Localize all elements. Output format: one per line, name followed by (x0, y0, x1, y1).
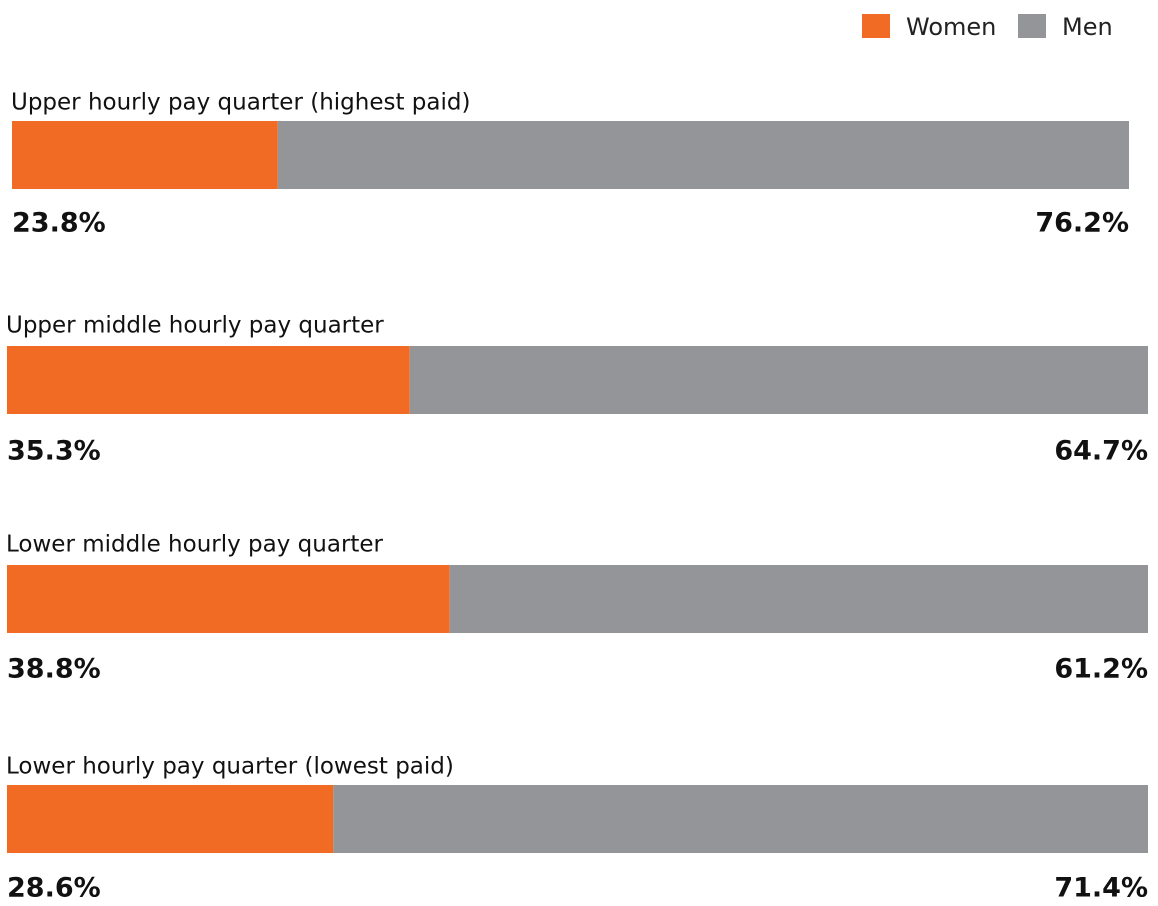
value-label: 76.2% (1035, 208, 1129, 239)
bar-segment (333, 785, 1148, 853)
value-label: 28.6% (7, 873, 101, 904)
legend-swatch (862, 14, 890, 38)
bar-segment (7, 346, 410, 414)
category-label: Upper middle hourly pay quarter (6, 313, 384, 339)
bar-segment (7, 785, 334, 853)
bar-segment (277, 121, 1129, 189)
legend-swatch (1018, 14, 1046, 38)
category-label: Lower middle hourly pay quarter (6, 532, 384, 558)
value-label: 64.7% (1054, 436, 1148, 467)
value-label: 61.2% (1054, 654, 1148, 685)
value-label: 35.3% (7, 436, 101, 467)
bar-segment (12, 121, 278, 189)
value-label: 23.8% (12, 208, 106, 239)
bar-segment (409, 346, 1148, 414)
value-label: 38.8% (7, 654, 101, 685)
value-label: 71.4% (1054, 873, 1148, 904)
legend-label: Men (1062, 13, 1113, 41)
category-label: Upper hourly pay quarter (highest paid) (11, 90, 470, 116)
legend-label: Women (906, 13, 996, 41)
category-label: Lower hourly pay quarter (lowest paid) (6, 754, 454, 780)
bar-segment (7, 565, 450, 633)
bar-segment (449, 565, 1148, 633)
